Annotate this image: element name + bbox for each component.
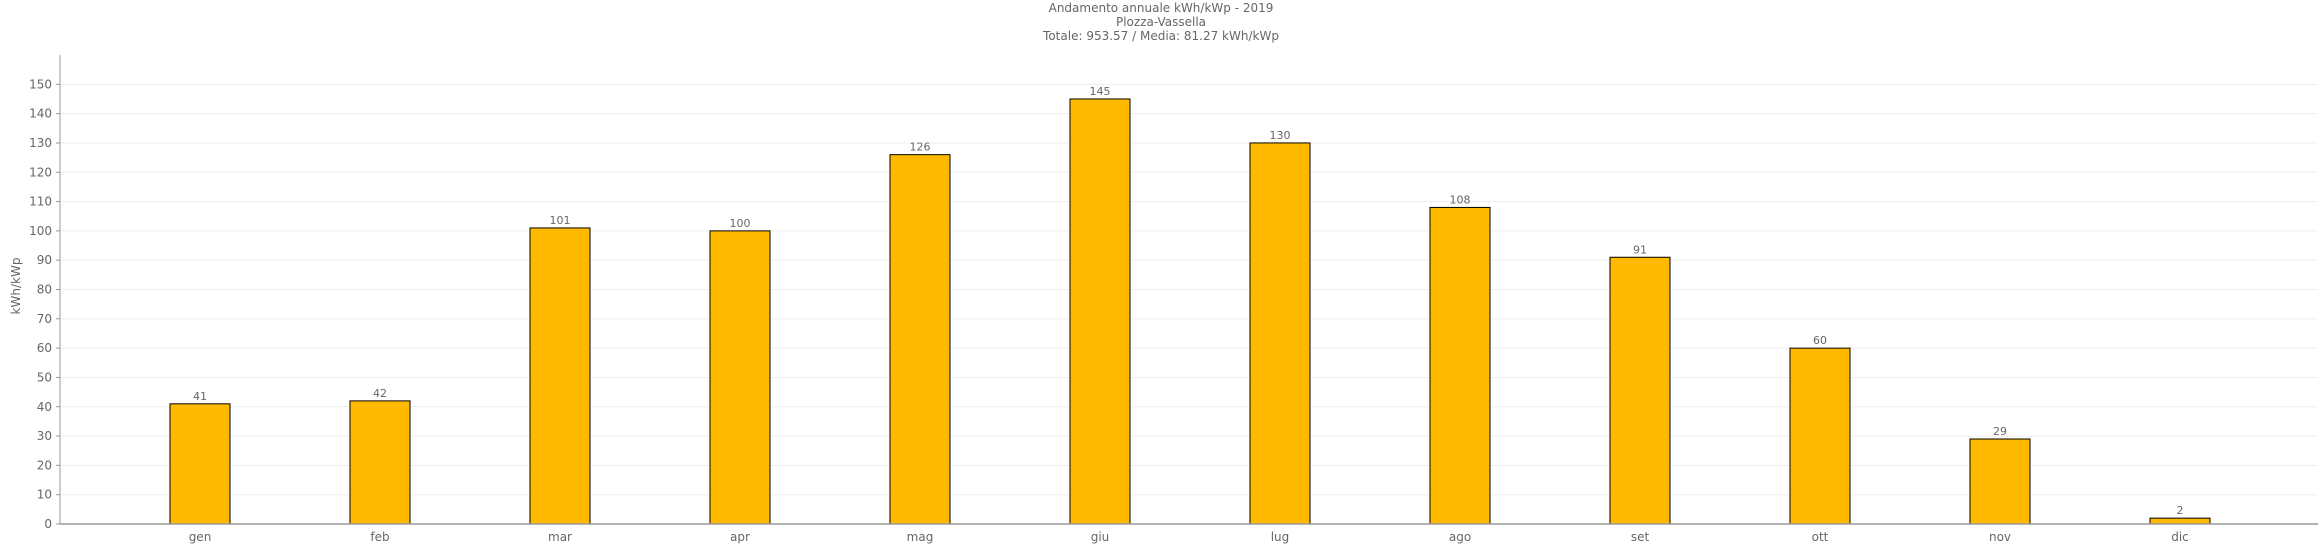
x-tick-label: mar xyxy=(548,530,572,544)
x-tick-labels: gen feb mar apr mag giu lug ago set ott nov dic xyxy=(189,530,2189,544)
data-label: 100 xyxy=(730,217,751,230)
y-tick-label: 60 xyxy=(37,341,52,355)
x-tick-label: ago xyxy=(1449,530,1471,544)
chart-title-group: Andamento annuale kWh/kWp - 2019 Plozza-… xyxy=(1042,1,1279,43)
y-tick-label: 90 xyxy=(37,253,52,267)
bar-apr xyxy=(709,230,771,525)
bar-ago xyxy=(1429,206,1491,525)
x-tick-label: set xyxy=(1631,530,1650,544)
x-tick-label: giu xyxy=(1091,530,1110,544)
y-tick-labels: 0 10 20 30 40 50 60 70 80 90 100 110 120 130 140 150 xyxy=(29,77,60,531)
x-tick-label: ott xyxy=(1812,530,1829,544)
bar-mar xyxy=(529,227,591,525)
data-label: 126 xyxy=(910,141,931,154)
x-tick-label: nov xyxy=(1989,530,2011,544)
data-label: 29 xyxy=(1993,425,2007,438)
y-tick-label: 80 xyxy=(37,283,52,297)
x-tick-label: lug xyxy=(1271,530,1290,544)
bars xyxy=(169,98,2211,525)
y-tick-label: 100 xyxy=(29,224,52,238)
x-tick-label: apr xyxy=(730,530,750,544)
bar-nov xyxy=(1969,438,2031,525)
bar-set xyxy=(1609,256,1671,525)
data-label: 91 xyxy=(1633,243,1647,256)
bar-giu xyxy=(1069,98,1131,525)
y-tick-label: 150 xyxy=(29,77,52,91)
y-tick-label: 30 xyxy=(37,429,52,443)
data-label: 60 xyxy=(1813,334,1827,347)
y-tick-label: 50 xyxy=(37,370,52,384)
y-tick-label: 110 xyxy=(29,195,52,209)
chart-title: Andamento annuale kWh/kWp - 2019 xyxy=(1049,1,1274,15)
data-label: 145 xyxy=(1090,85,1111,98)
chart-summary: Totale: 953.57 / Media: 81.27 kWh/kWp xyxy=(1042,29,1279,43)
data-label: 101 xyxy=(550,214,571,227)
data-label: 130 xyxy=(1270,129,1291,142)
x-tick-label: dic xyxy=(2171,530,2189,544)
y-tick-label: 40 xyxy=(37,400,52,414)
data-labels: 41 42 101 100 126 145 130 108 91 60 29 2 xyxy=(193,85,2184,517)
x-tick-label: mag xyxy=(907,530,934,544)
bar-dic xyxy=(2149,517,2211,525)
y-axis-label: kWh/kWp xyxy=(9,258,23,315)
data-label: 2 xyxy=(2177,504,2184,517)
chart-subtitle: Plozza-Vassella xyxy=(1116,15,1206,29)
bar-mag xyxy=(889,154,951,525)
bar-gen xyxy=(169,403,231,525)
x-tick-label: gen xyxy=(189,530,212,544)
y-tick-label: 120 xyxy=(29,165,52,179)
data-label: 42 xyxy=(373,387,387,400)
y-tick-label: 0 xyxy=(44,517,52,531)
data-label: 41 xyxy=(193,390,207,403)
bar-lug xyxy=(1249,142,1311,525)
x-tick-label: feb xyxy=(370,530,389,544)
y-tick-label: 10 xyxy=(37,488,52,502)
y-tick-label: 20 xyxy=(37,458,52,472)
y-tick-label: 70 xyxy=(37,312,52,326)
y-tick-label: 140 xyxy=(29,107,52,121)
y-tick-label: 130 xyxy=(29,136,52,150)
bar-feb xyxy=(349,400,411,525)
grid-lines xyxy=(60,83,2318,496)
bar-ott xyxy=(1789,347,1851,525)
data-label: 108 xyxy=(1450,193,1471,206)
